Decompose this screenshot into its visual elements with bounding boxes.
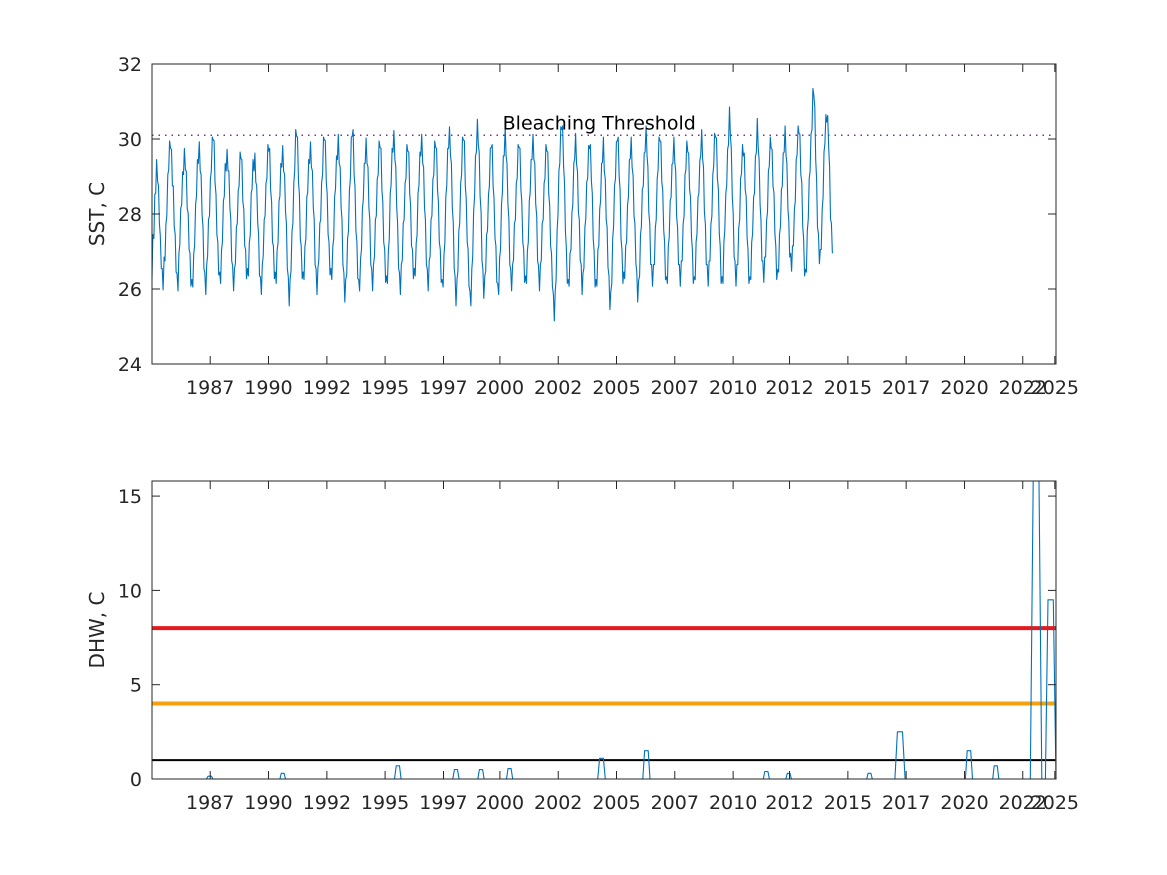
x-tick-label: 1987 <box>186 792 234 814</box>
x-tick-label: 2012 <box>765 377 813 399</box>
x-tick-label: 2000 <box>476 377 524 399</box>
sst-series-layer <box>151 87 833 322</box>
dhw-frame <box>151 480 1057 780</box>
x-tick-label: 1987 <box>186 377 234 399</box>
x-tick-label: 1995 <box>361 792 409 814</box>
sst-x-ticks: 1987 1990 1992 1995 1997 2000 2002 2005 2007 2010… <box>186 64 1079 399</box>
x-tick-label: 2015 <box>824 792 872 814</box>
y-tick-label: 15 <box>118 486 142 508</box>
y-tick-label: 32 <box>118 54 142 76</box>
y-tick-label: 10 <box>118 580 142 602</box>
x-tick-label: 2020 <box>940 377 988 399</box>
x-tick-label: 2000 <box>476 792 524 814</box>
x-tick-label: 2012 <box>765 792 813 814</box>
sst-plot-area <box>152 64 1056 364</box>
sst-series-line <box>151 87 833 322</box>
x-tick-label: 2007 <box>651 792 699 814</box>
dhw-y-axis-label: DHW, C <box>85 592 109 669</box>
x-tick-label: 2005 <box>592 792 640 814</box>
y-tick-label: 0 <box>130 769 142 791</box>
x-tick-label: 2025 <box>1031 377 1079 399</box>
sst-y-axis-label: SST, C <box>85 182 109 246</box>
x-tick-label: 1992 <box>303 377 351 399</box>
x-tick-label: 2015 <box>824 377 872 399</box>
x-tick-label: 2020 <box>940 792 988 814</box>
dhw-panel: 0 5 10 15 1987 1990 1992 1995 1997 2000 2002 2005 2… <box>85 480 1079 814</box>
sst-y-ticks: 24 26 28 30 32 <box>118 54 1056 376</box>
bleaching-threshold-label: Bleaching Threshold <box>503 112 696 134</box>
x-tick-label: 2025 <box>1031 792 1079 814</box>
y-tick-label: 24 <box>118 354 142 376</box>
x-tick-label: 1992 <box>303 792 351 814</box>
x-tick-label: 2022 <box>999 792 1047 814</box>
x-tick-label: 2002 <box>534 792 582 814</box>
y-tick-label: 5 <box>130 675 142 697</box>
x-tick-label: 2002 <box>534 377 582 399</box>
x-tick-label: 2017 <box>882 792 930 814</box>
x-tick-label: 1995 <box>361 377 409 399</box>
x-tick-label: 2010 <box>709 377 757 399</box>
axes-frame <box>151 480 1057 780</box>
y-tick-label: 26 <box>118 279 142 301</box>
x-tick-label: 1990 <box>244 792 292 814</box>
x-tick-label: 1997 <box>419 792 467 814</box>
dhw-x-ticks: 1987 1990 1992 1995 1997 2000 2002 2005 2007 2010… <box>186 481 1079 814</box>
y-tick-label: 28 <box>118 204 142 226</box>
x-tick-label: 2022 <box>999 377 1047 399</box>
x-tick-label: 2017 <box>882 377 930 399</box>
x-tick-label: 2007 <box>651 377 699 399</box>
x-tick-label: 2005 <box>592 377 640 399</box>
y-tick-label: 30 <box>118 129 142 151</box>
dhw-y-ticks: 0 5 10 15 <box>118 486 1056 791</box>
x-tick-label: 1997 <box>419 377 467 399</box>
x-tick-label: 2010 <box>709 792 757 814</box>
x-tick-label: 1990 <box>244 377 292 399</box>
